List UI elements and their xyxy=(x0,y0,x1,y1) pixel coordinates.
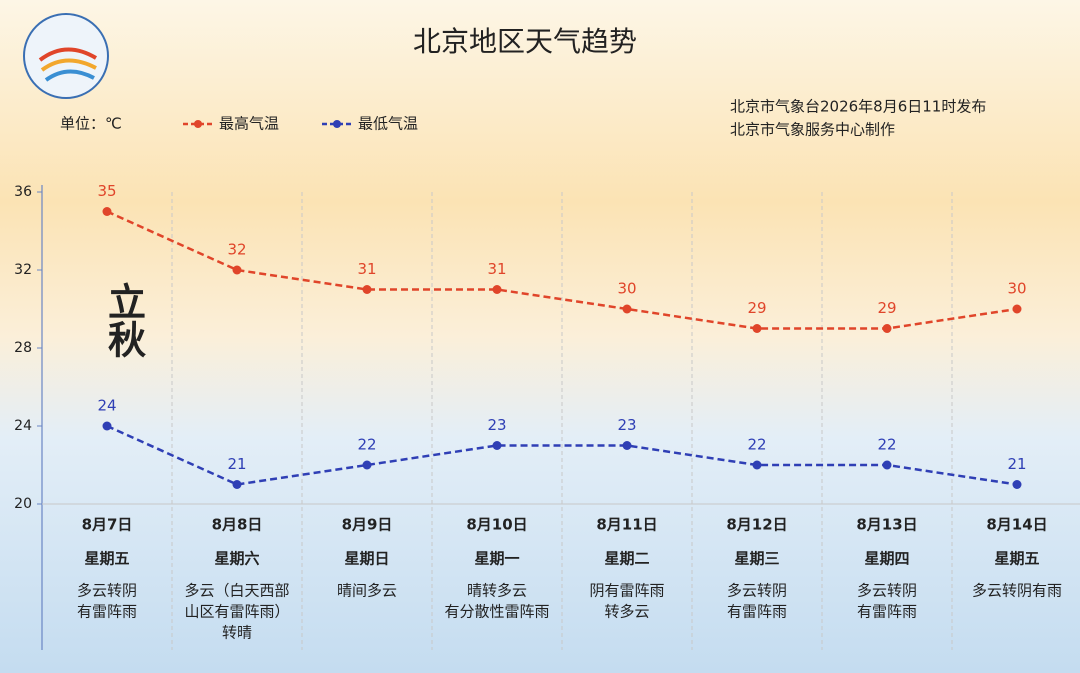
weekday: 星期五 xyxy=(84,550,129,568)
point xyxy=(1012,480,1022,489)
weekday: 星期四 xyxy=(864,550,909,568)
legend-label: 最高气温 xyxy=(219,115,279,133)
weekday: 星期六 xyxy=(214,550,259,568)
series-line xyxy=(106,210,1018,330)
point xyxy=(492,285,502,294)
weather: 多云（白天西部 xyxy=(184,582,289,600)
weather: 多云转阴 xyxy=(857,582,917,600)
weather: 有雷阵雨 xyxy=(77,603,137,621)
weather: 转多云 xyxy=(604,603,649,621)
weather: 有分散性雷阵雨 xyxy=(444,603,549,621)
data-label: 21 xyxy=(227,455,246,473)
x-tick-label: 8月9日 xyxy=(342,516,393,534)
data-label: 32 xyxy=(227,241,246,259)
data-label: 23 xyxy=(617,416,636,434)
x-tick-label: 8月11日 xyxy=(596,516,657,534)
weather: 多云转阴 xyxy=(727,582,787,600)
series-line xyxy=(106,424,1018,486)
x-tick-label: 8月12日 xyxy=(726,516,787,534)
data-label: 30 xyxy=(617,280,636,298)
logo xyxy=(23,13,109,99)
legend-dot xyxy=(194,120,202,128)
issuer: 北京市气象台2026年8月6日11时发布 xyxy=(730,98,986,116)
data-label: 24 xyxy=(97,397,116,415)
y-tick-label: 24 xyxy=(14,418,32,434)
data-label: 31 xyxy=(487,260,506,278)
point xyxy=(752,460,762,470)
data-label: 23 xyxy=(487,416,506,434)
point xyxy=(102,421,112,431)
weekday: 星期二 xyxy=(604,550,649,568)
point xyxy=(622,304,632,314)
y-tick-label: 36 xyxy=(14,184,32,200)
legend-label: 最低气温 xyxy=(358,115,418,133)
y-tick-label: 20 xyxy=(14,496,32,512)
weather: 晴转多云 xyxy=(467,582,527,600)
weather: 转晴 xyxy=(222,624,252,642)
weather: 山区有雷阵雨） xyxy=(184,603,289,621)
data-label: 30 xyxy=(1007,280,1026,298)
point xyxy=(362,460,372,470)
weather: 多云转阴 xyxy=(77,582,137,600)
point xyxy=(362,285,372,294)
data-label: 29 xyxy=(877,299,896,317)
weekday: 星期三 xyxy=(734,550,779,568)
point xyxy=(102,207,112,216)
data-label: 31 xyxy=(357,260,376,278)
data-label: 22 xyxy=(747,436,766,454)
weekday: 星期日 xyxy=(344,550,389,568)
weather: 有雷阵雨 xyxy=(857,603,917,621)
point xyxy=(882,324,892,333)
point xyxy=(1012,304,1022,314)
weather: 阴有雷阵雨 xyxy=(589,582,664,600)
weather: 晴间多云 xyxy=(337,582,397,600)
issuer: 北京市气象服务中心制作 xyxy=(730,121,895,139)
legend-dot xyxy=(333,120,341,128)
chart-title: 北京地区天气趋势 xyxy=(413,25,637,58)
x-tick-label: 8月13日 xyxy=(856,516,917,534)
data-label: 35 xyxy=(97,182,116,200)
point xyxy=(622,441,632,450)
weekday: 星期一 xyxy=(474,550,519,568)
point xyxy=(232,265,242,275)
annotation: 立秋 xyxy=(102,282,147,358)
x-tick-label: 8月10日 xyxy=(466,516,527,534)
point xyxy=(492,441,502,450)
unit-label: 单位：℃ xyxy=(60,115,122,133)
data-label: 21 xyxy=(1007,455,1026,473)
weather: 有雷阵雨 xyxy=(727,603,787,621)
x-tick-label: 8月14日 xyxy=(986,516,1047,534)
weather: 多云转阴有雨 xyxy=(972,582,1062,600)
data-label: 29 xyxy=(747,299,766,317)
point xyxy=(232,480,242,489)
x-tick-label: 8月7日 xyxy=(82,516,133,534)
data-label: 22 xyxy=(357,436,376,454)
weekday: 星期五 xyxy=(994,550,1039,568)
data-label: 22 xyxy=(877,436,896,454)
y-tick-label: 28 xyxy=(14,340,32,356)
y-tick-label: 32 xyxy=(14,262,32,278)
x-tick-label: 8月8日 xyxy=(212,516,263,534)
point xyxy=(752,324,762,333)
point xyxy=(882,460,892,470)
